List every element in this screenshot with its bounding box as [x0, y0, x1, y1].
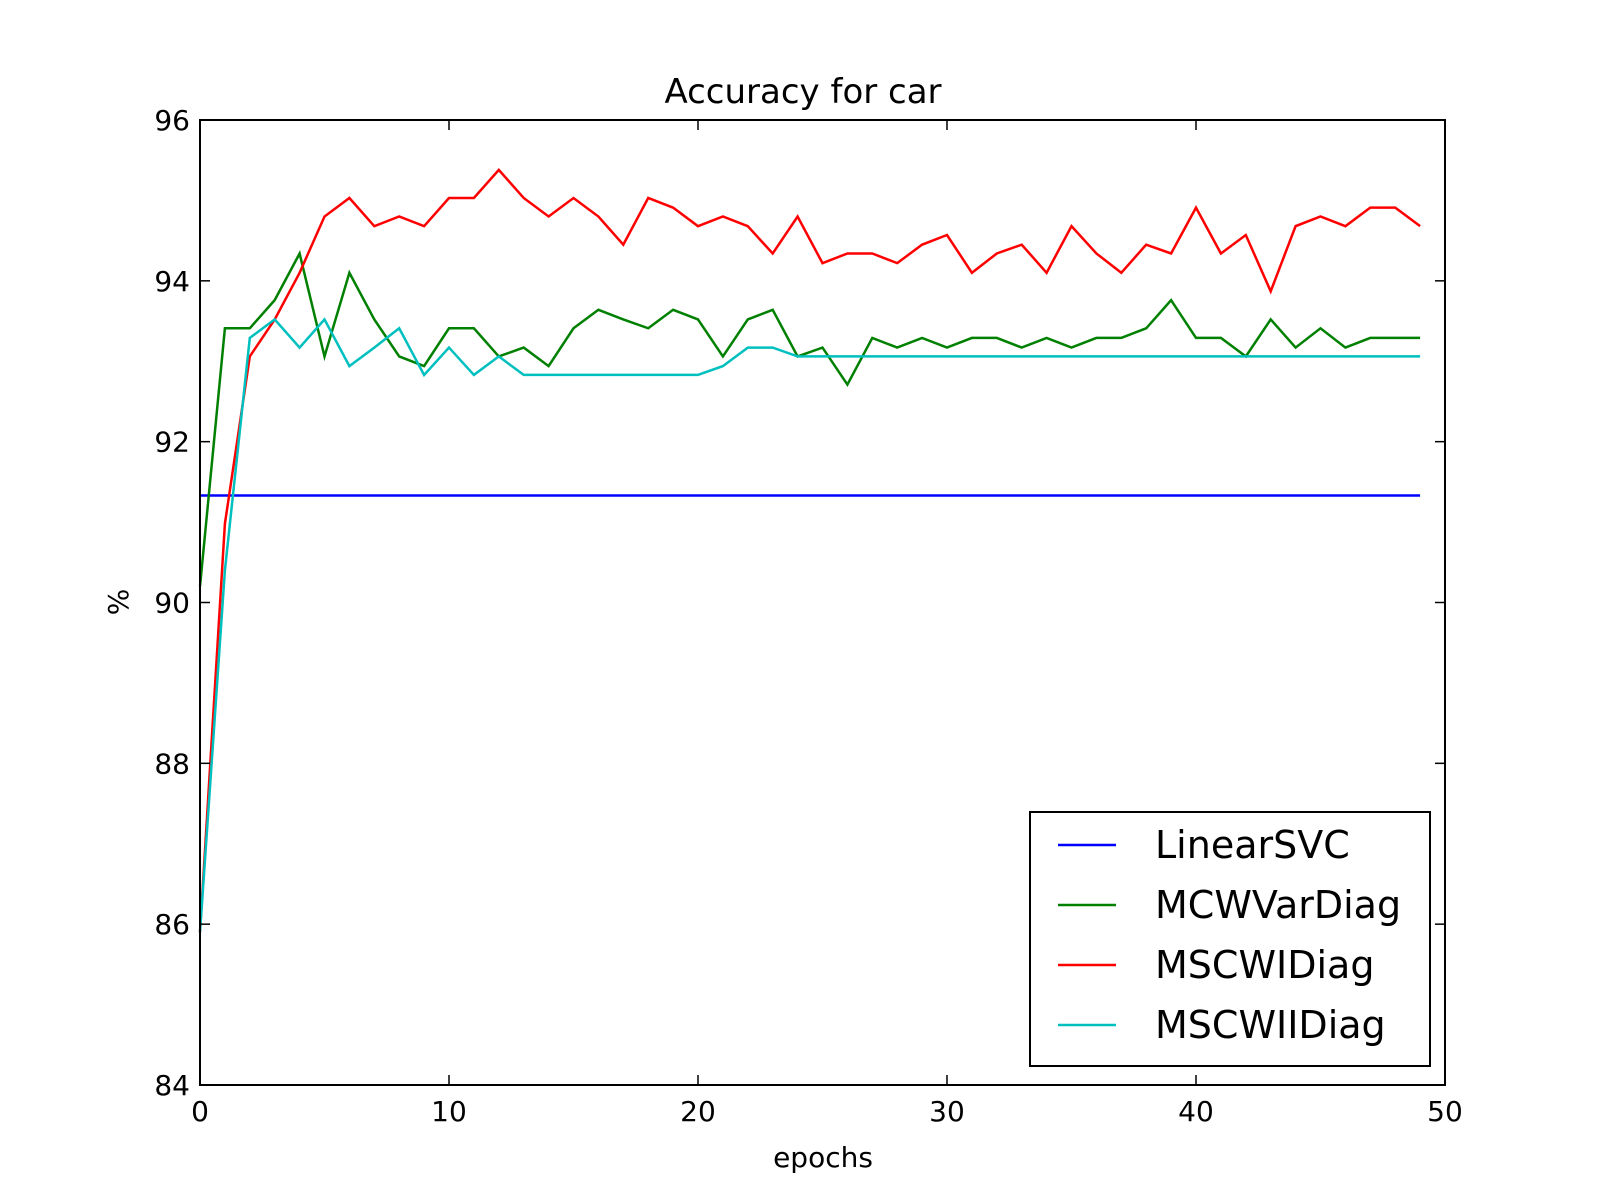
y-axis-label: %	[102, 589, 135, 616]
legend-label: LinearSVC	[1155, 823, 1350, 867]
x-tick-label: 0	[191, 1095, 209, 1128]
y-tick-label: 88	[154, 747, 190, 780]
chart-title: Accuracy for car	[664, 72, 941, 112]
legend-label: MSCWIIDiag	[1155, 1003, 1386, 1047]
legend: LinearSVC MCWVarDiag MSCWIDiag MSCWIIDiag	[1029, 811, 1431, 1067]
legend-box	[1029, 811, 1431, 1067]
x-tick-label: 20	[680, 1095, 716, 1128]
series-line-mscwidiag	[198, 167, 1421, 933]
axis-ticks: 0 10 20 30 40 50 84 86 88 90 92 94 96	[154, 104, 1462, 1128]
y-tick-label: 92	[154, 426, 190, 459]
series-line-mcwvardiag	[198, 250, 1421, 587]
x-tick-label: 10	[431, 1095, 467, 1128]
legend-label: MSCWIDiag	[1155, 943, 1374, 987]
x-tick-label: 40	[1178, 1095, 1214, 1128]
x-tick-label: 30	[929, 1095, 965, 1128]
y-tick-label: 84	[154, 1069, 190, 1102]
x-axis-label: epochs	[773, 1141, 873, 1174]
y-tick-label: 94	[154, 265, 190, 298]
series-line-mscwiidiag	[198, 317, 1421, 933]
y-tick-label: 96	[154, 104, 190, 137]
y-tick-label: 90	[154, 587, 190, 620]
y-tick-label: 86	[154, 908, 190, 941]
legend-label: MCWVarDiag	[1155, 883, 1401, 927]
x-tick-label: 50	[1427, 1095, 1463, 1128]
series-layer	[198, 167, 1421, 933]
